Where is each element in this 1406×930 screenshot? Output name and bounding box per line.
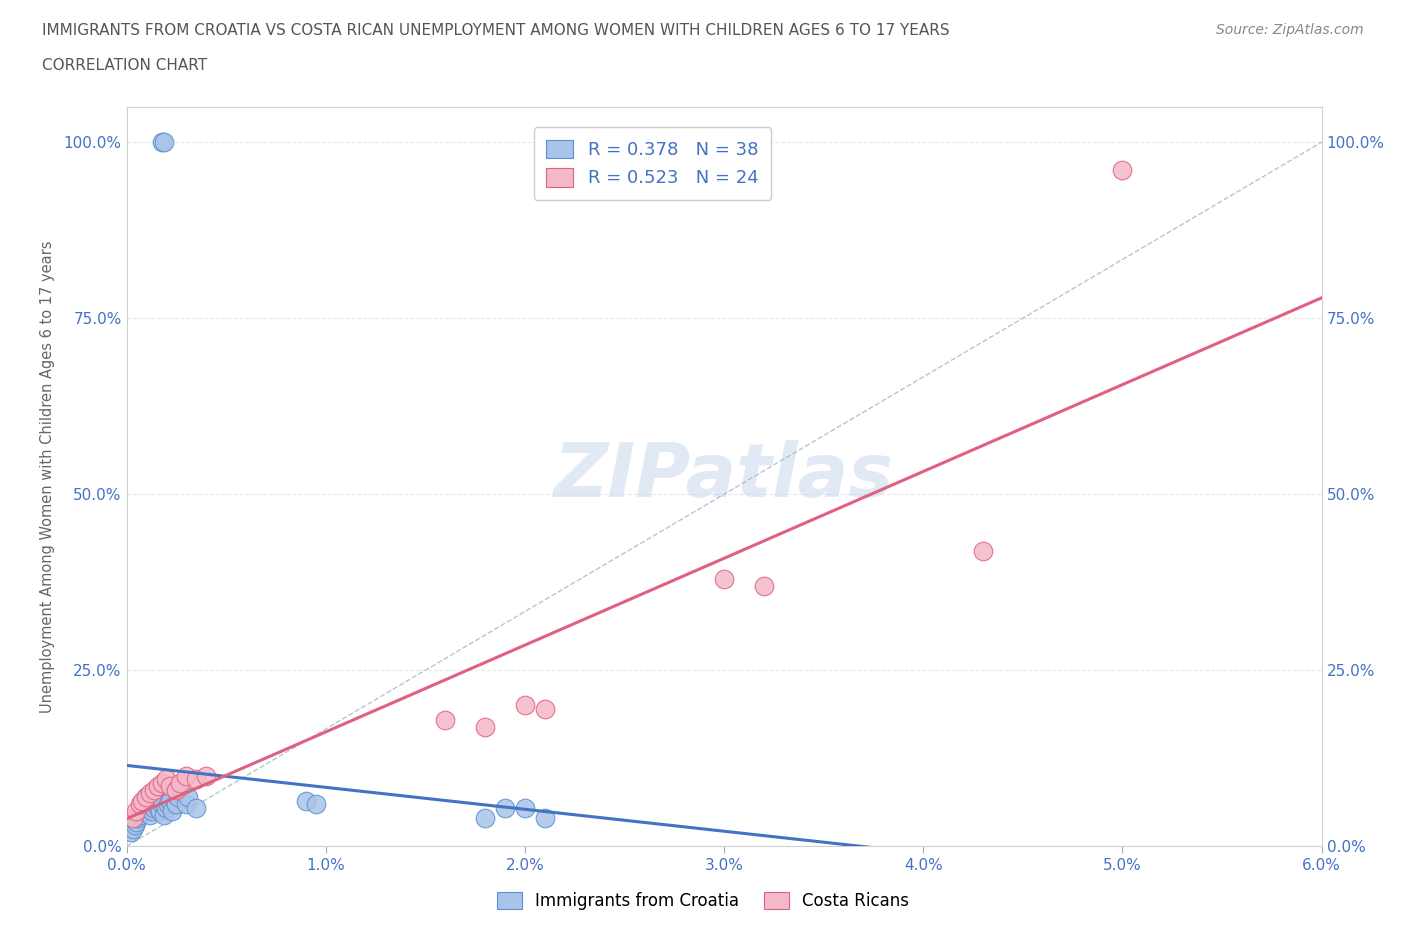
Point: [135, 790, 157, 804]
Point: [139, 786, 162, 801]
Point: [131, 793, 153, 808]
Point: [141, 804, 163, 818]
Point: [534, 701, 557, 716]
Point: [305, 797, 328, 812]
Point: [294, 793, 316, 808]
Point: [1111, 163, 1133, 178]
Point: [165, 782, 187, 797]
Point: [752, 578, 775, 593]
Point: [174, 797, 197, 812]
Point: [174, 768, 197, 783]
Point: [159, 793, 181, 808]
Point: [159, 779, 181, 794]
Point: [121, 821, 143, 836]
Point: [145, 793, 167, 808]
Point: [153, 807, 176, 822]
Point: [150, 776, 174, 790]
Point: [120, 825, 142, 840]
Point: [534, 811, 557, 826]
Point: [513, 698, 536, 713]
Point: [148, 800, 170, 815]
Point: [135, 793, 157, 808]
Y-axis label: Unemployment Among Women with Children Ages 6 to 17 years: Unemployment Among Women with Children A…: [41, 240, 55, 713]
Legend: R = 0.378   N = 38, R = 0.523   N = 24: R = 0.378 N = 38, R = 0.523 N = 24: [534, 127, 770, 200]
Point: [150, 797, 174, 812]
Point: [165, 797, 187, 812]
Point: [157, 797, 180, 812]
Text: ZIPatlas: ZIPatlas: [554, 440, 894, 513]
Point: [972, 543, 994, 558]
Point: [150, 135, 174, 150]
Text: Source: ZipAtlas.com: Source: ZipAtlas.com: [1216, 23, 1364, 37]
Point: [139, 807, 162, 822]
Point: [153, 135, 176, 150]
Point: [131, 797, 153, 812]
Point: [155, 800, 177, 815]
Point: [434, 712, 457, 727]
Point: [169, 776, 191, 790]
Point: [125, 815, 148, 830]
Point: [474, 719, 496, 734]
Point: [513, 800, 536, 815]
Text: CORRELATION CHART: CORRELATION CHART: [42, 58, 207, 73]
Point: [186, 800, 208, 815]
Point: [494, 800, 516, 815]
Legend: Immigrants from Croatia, Costa Ricans: Immigrants from Croatia, Costa Ricans: [491, 885, 915, 917]
Point: [195, 768, 218, 783]
Point: [129, 807, 152, 822]
Text: IMMIGRANTS FROM CROATIA VS COSTA RICAN UNEMPLOYMENT AMONG WOMEN WITH CHILDREN AG: IMMIGRANTS FROM CROATIA VS COSTA RICAN U…: [42, 23, 950, 38]
Point: [167, 790, 190, 804]
Point: [129, 797, 152, 812]
Point: [186, 772, 208, 787]
Point: [150, 790, 174, 804]
Point: [143, 782, 166, 797]
Point: [474, 811, 496, 826]
Point: [149, 804, 172, 818]
Point: [148, 779, 170, 794]
Point: [131, 804, 153, 818]
Point: [125, 804, 148, 818]
Point: [127, 811, 149, 826]
Point: [162, 804, 184, 818]
Point: [177, 790, 200, 804]
Point: [134, 800, 156, 815]
Point: [143, 800, 166, 815]
Point: [145, 797, 167, 812]
Point: [121, 811, 143, 826]
Point: [135, 790, 157, 804]
Point: [713, 571, 735, 586]
Point: [124, 817, 146, 832]
Point: [155, 772, 177, 787]
